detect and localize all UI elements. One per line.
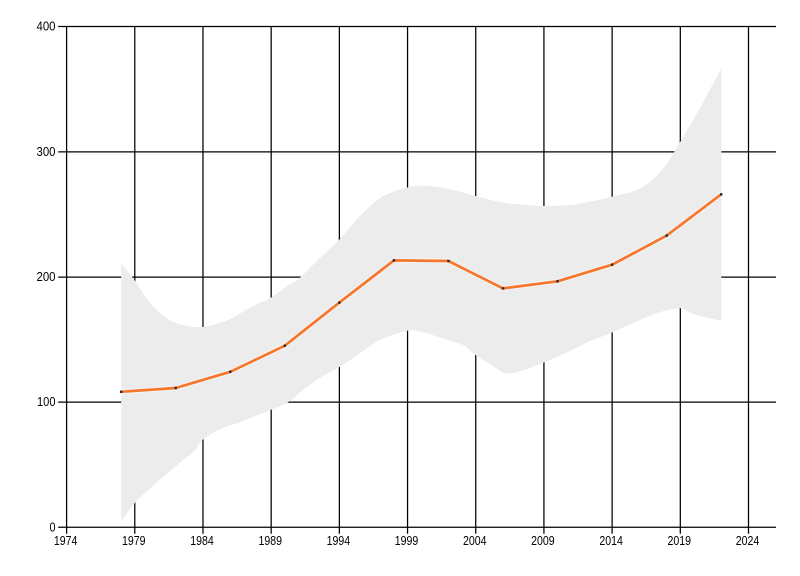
svg-text:1999: 1999	[395, 533, 419, 548]
svg-text:1974: 1974	[54, 533, 78, 548]
svg-text:0: 0	[50, 519, 56, 534]
svg-text:2019: 2019	[668, 533, 692, 548]
svg-text:2004: 2004	[463, 533, 487, 548]
svg-text:1984: 1984	[190, 533, 214, 548]
svg-text:400: 400	[37, 19, 56, 34]
svg-text:100: 100	[37, 394, 56, 409]
svg-text:200: 200	[37, 269, 56, 284]
svg-text:1994: 1994	[327, 533, 351, 548]
svg-text:1989: 1989	[258, 533, 282, 548]
svg-text:1979: 1979	[122, 533, 146, 548]
svg-text:2024: 2024	[736, 533, 760, 548]
svg-text:300: 300	[37, 144, 56, 159]
svg-text:2014: 2014	[599, 533, 623, 548]
svg-text:2009: 2009	[531, 533, 555, 548]
